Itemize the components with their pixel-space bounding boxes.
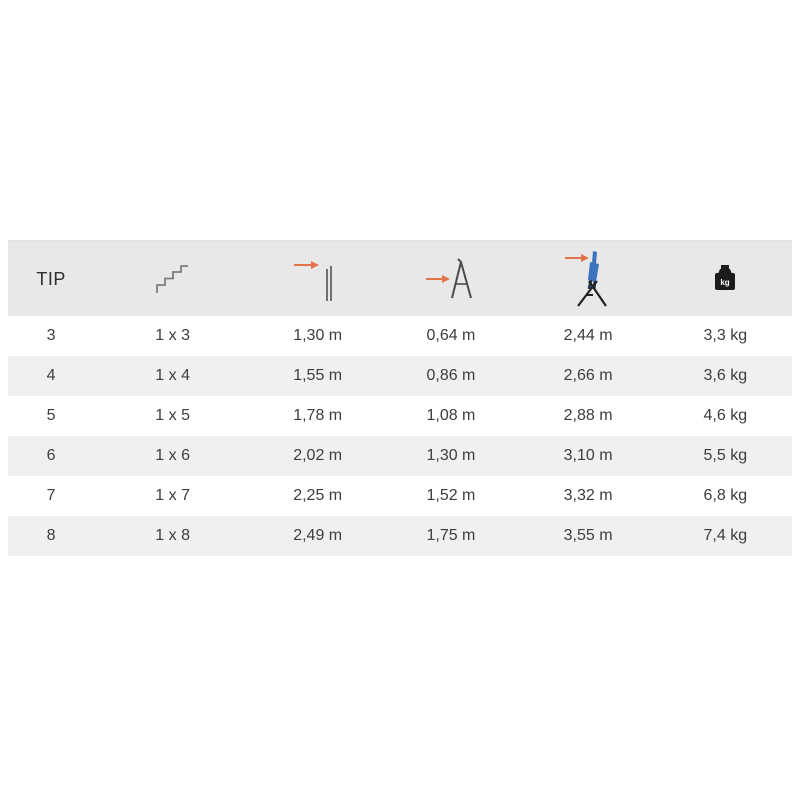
cell-weight: 6,8 kg bbox=[703, 487, 748, 504]
table-row: 3 1 x 3 1,30 m 0,64 m 2,44 m 3,3 kg bbox=[8, 316, 792, 356]
open-ladder-height-icon bbox=[425, 258, 472, 299]
cell-closed-length: 1,30 m bbox=[293, 327, 343, 344]
cell-open-height: 0,86 m bbox=[426, 367, 476, 384]
cell-steps: 1 x 8 bbox=[155, 527, 190, 544]
kg-icon-label: kg bbox=[721, 278, 730, 287]
table-row: 7 1 x 7 2,25 m 1,52 m 3,32 m 6,8 kg bbox=[8, 476, 792, 516]
cell-steps: 1 x 3 bbox=[155, 327, 190, 344]
cell-steps: 1 x 4 bbox=[155, 367, 190, 384]
cell-open-height: 1,30 m bbox=[426, 447, 476, 464]
cell-tip: 8 bbox=[46, 527, 56, 544]
cell-tip: 7 bbox=[46, 487, 56, 504]
column-header-working-height bbox=[518, 250, 659, 308]
cell-steps: 1 x 5 bbox=[155, 407, 190, 424]
closed-ladder-length-icon bbox=[293, 261, 332, 301]
cell-tip: 4 bbox=[46, 367, 56, 384]
cell-closed-length: 2,49 m bbox=[293, 527, 343, 544]
stairs-icon bbox=[155, 265, 188, 293]
cell-closed-length: 2,02 m bbox=[293, 447, 343, 464]
cell-closed-length: 1,55 m bbox=[293, 367, 343, 384]
cell-weight: 3,6 kg bbox=[703, 367, 748, 384]
cell-weight: 4,6 kg bbox=[703, 407, 748, 424]
cell-weight: 7,4 kg bbox=[703, 527, 748, 544]
table-row: 8 1 x 8 2,49 m 1,75 m 3,55 m 7,4 kg bbox=[8, 516, 792, 556]
cell-working-height: 2,88 m bbox=[563, 407, 613, 424]
column-header-open-height bbox=[384, 256, 517, 302]
kg-weight-icon: kg bbox=[715, 265, 736, 290]
column-header-weight: kg bbox=[659, 264, 792, 294]
cell-steps: 1 x 6 bbox=[155, 447, 190, 464]
cell-open-height: 1,52 m bbox=[426, 487, 476, 504]
cell-working-height: 2,66 m bbox=[563, 367, 613, 384]
cell-tip: 5 bbox=[46, 407, 56, 424]
cell-open-height: 1,08 m bbox=[426, 407, 476, 424]
table-row: 6 1 x 6 2,02 m 1,30 m 3,10 m 5,5 kg bbox=[8, 436, 792, 476]
cell-steps: 1 x 7 bbox=[155, 487, 190, 504]
column-header-tip: TIP bbox=[8, 269, 94, 290]
cell-closed-length: 2,25 m bbox=[293, 487, 343, 504]
table-header-row: TIP bbox=[8, 240, 792, 316]
cell-working-height: 3,32 m bbox=[563, 487, 613, 504]
cell-tip: 3 bbox=[46, 327, 56, 344]
cell-open-height: 1,75 m bbox=[426, 527, 476, 544]
cell-tip: 6 bbox=[46, 447, 56, 464]
cell-weight: 3,3 kg bbox=[703, 327, 748, 344]
cell-weight: 5,5 kg bbox=[703, 447, 748, 464]
cell-working-height: 2,44 m bbox=[563, 327, 613, 344]
cell-open-height: 0,64 m bbox=[426, 327, 476, 344]
cell-working-height: 3,10 m bbox=[563, 447, 613, 464]
table-row: 4 1 x 4 1,55 m 0,86 m 2,66 m 3,6 kg bbox=[8, 356, 792, 396]
table-row: 5 1 x 5 1,78 m 1,08 m 2,88 m 4,6 kg bbox=[8, 396, 792, 436]
working-height-icon bbox=[565, 251, 608, 307]
column-header-closed-length bbox=[251, 255, 384, 303]
ladder-spec-table: TIP bbox=[8, 240, 792, 556]
tip-column-label: TIP bbox=[36, 268, 66, 289]
cell-working-height: 3,55 m bbox=[563, 527, 613, 544]
column-header-steps bbox=[94, 264, 251, 294]
cell-closed-length: 1,78 m bbox=[293, 407, 343, 424]
